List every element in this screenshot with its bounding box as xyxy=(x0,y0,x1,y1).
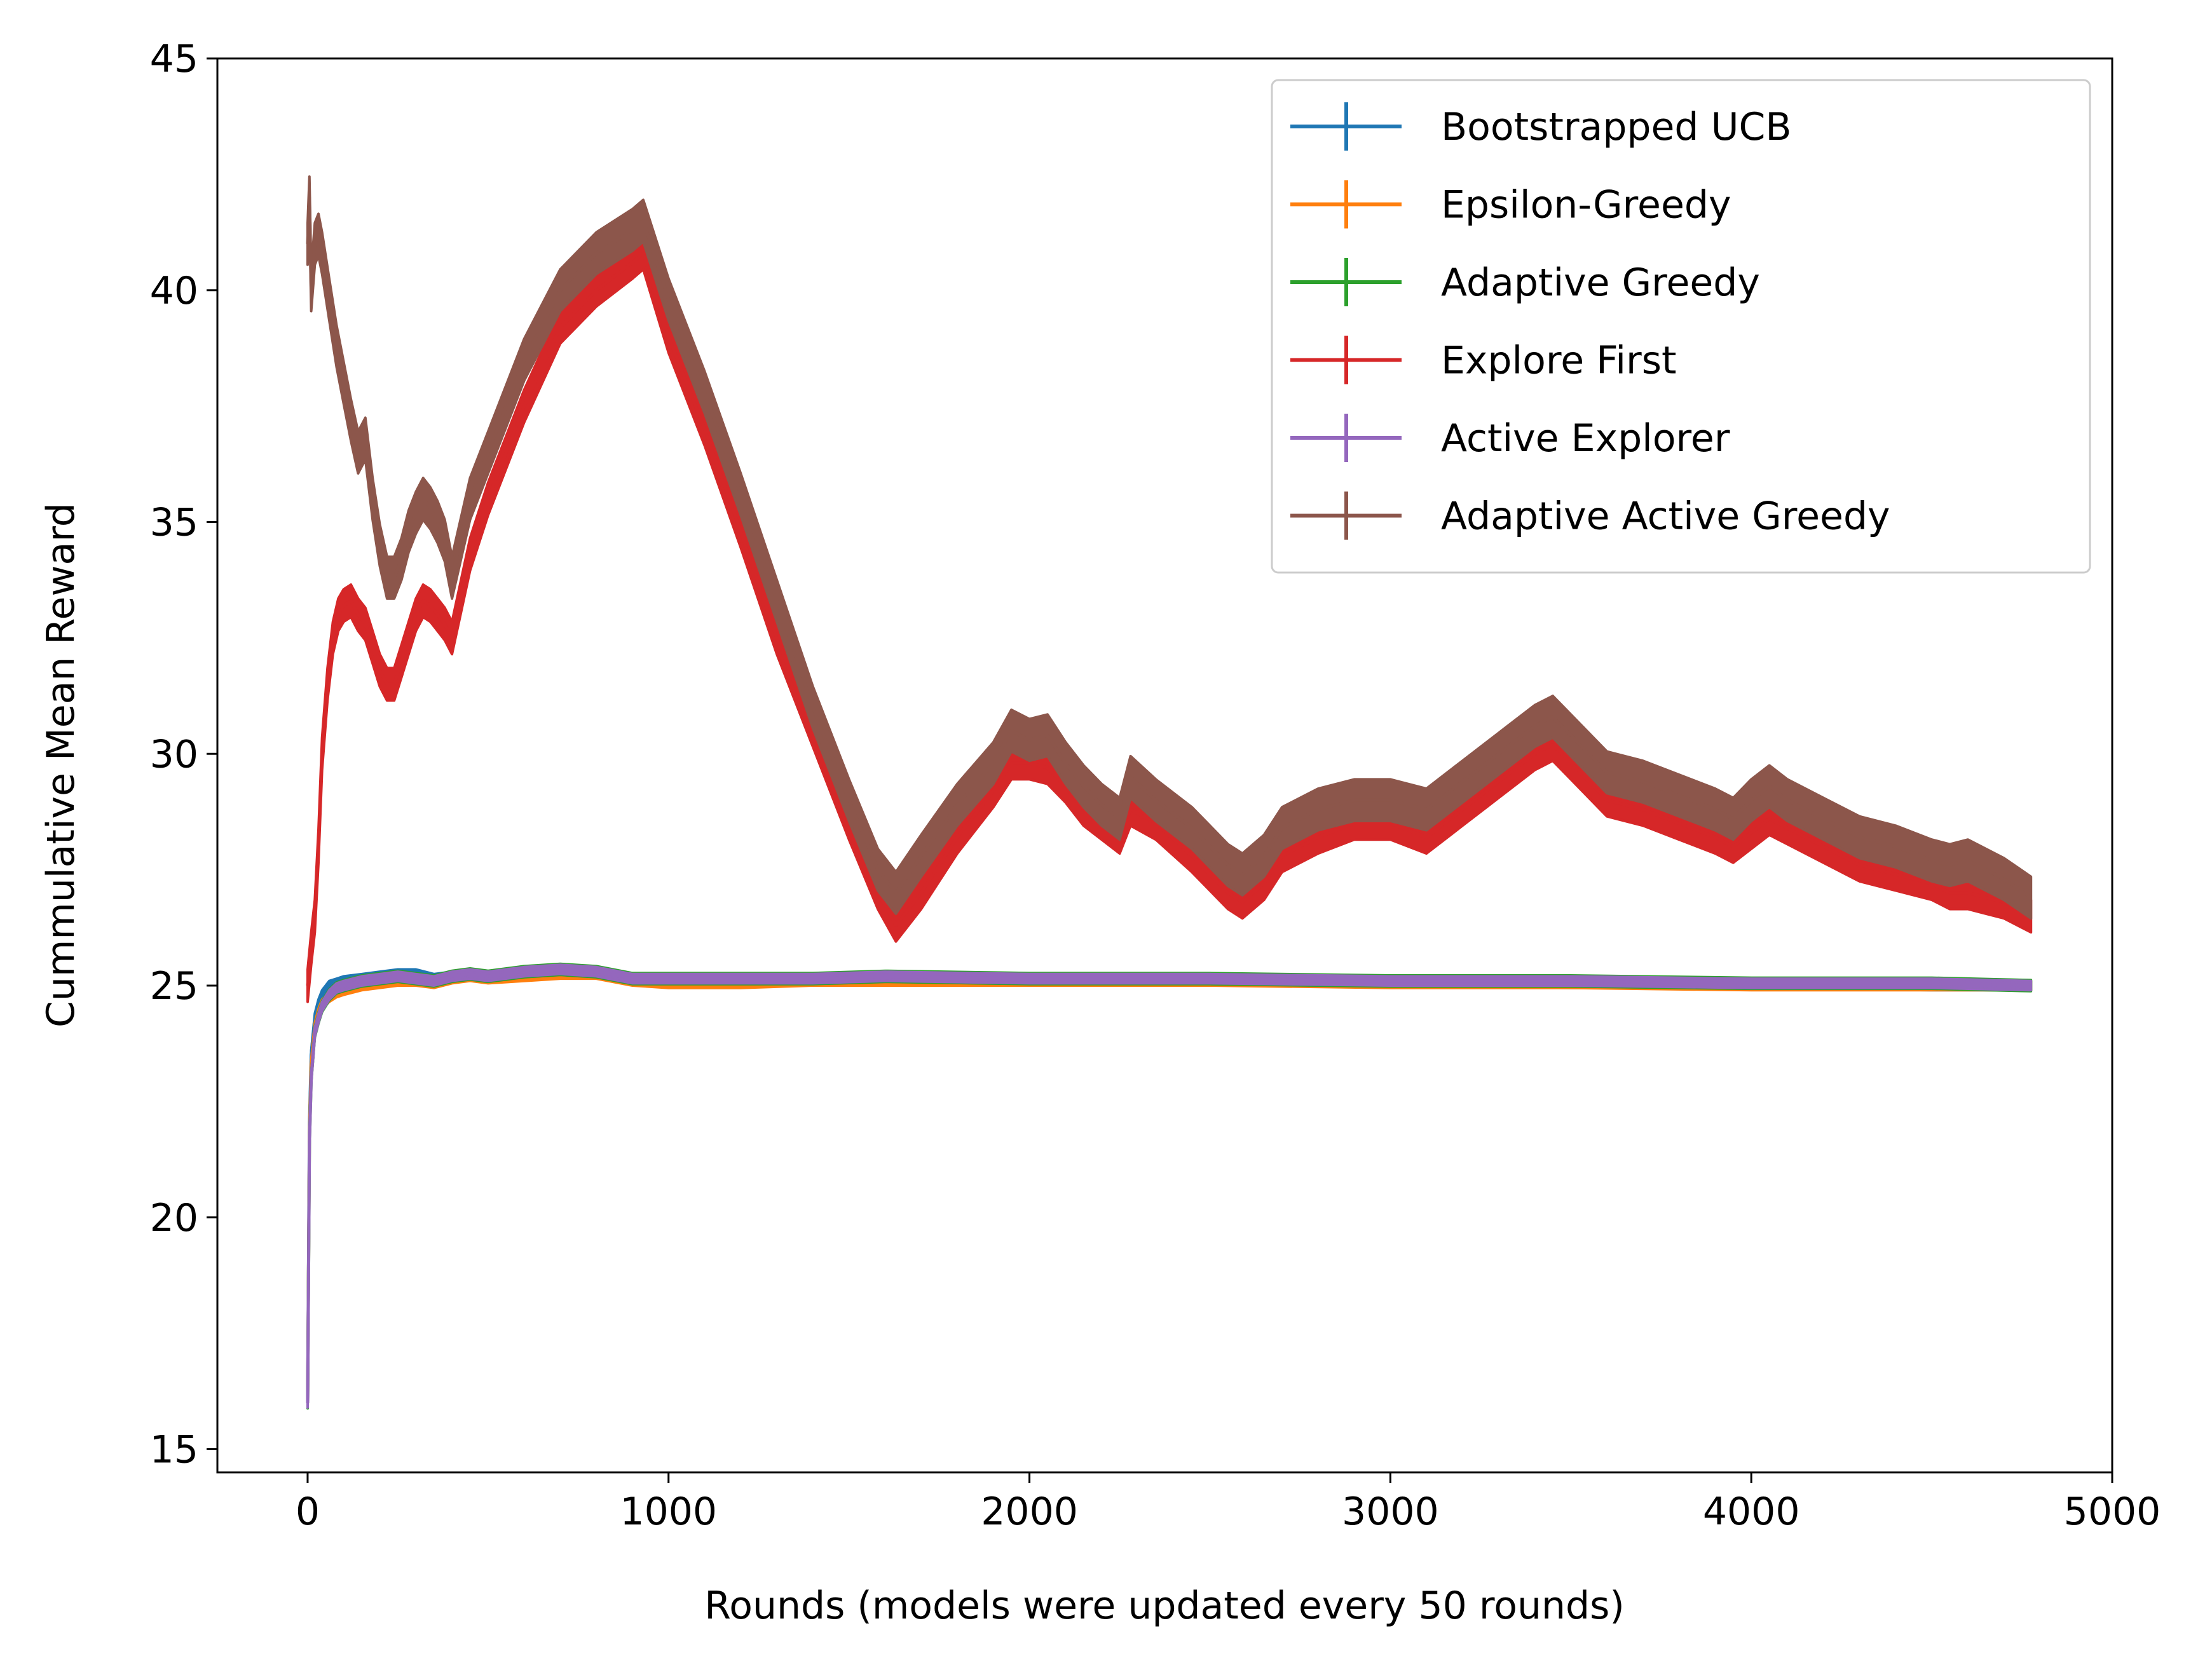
x-tick-label: 1000 xyxy=(620,1490,717,1534)
legend: Bootstrapped UCB Epsilon-Greedy Adaptive G… xyxy=(1271,79,2091,574)
y-axis: 15 20 25 30 35 40 45 xyxy=(150,37,217,1472)
series-adaptive-active-greedy xyxy=(306,175,2033,920)
x-tick-label: 5000 xyxy=(2064,1490,2161,1534)
y-tick-label: 45 xyxy=(150,37,198,81)
x-tick-label: 3000 xyxy=(1342,1490,1439,1534)
legend-box xyxy=(1271,79,2091,574)
y-axis-label: Cummulative Mean Reward xyxy=(39,503,83,1028)
x-tick-label: 4000 xyxy=(1703,1490,1800,1534)
y-tick-label: 25 xyxy=(150,964,198,1008)
legend-label: Bootstrapped UCB xyxy=(1441,105,1792,149)
legend-item-adaptive-greedy: Adaptive Greedy xyxy=(1290,258,1760,306)
series-active-explorer xyxy=(306,963,2033,1409)
legend-label: Adaptive Active Greedy xyxy=(1441,494,1890,539)
y-tick-label: 35 xyxy=(150,501,198,545)
y-tick-label: 40 xyxy=(150,269,198,313)
error-band xyxy=(306,175,2033,920)
legend-item-adaptive-active-greedy: Adaptive Active Greedy xyxy=(1290,491,1890,540)
y-tick-label: 30 xyxy=(150,732,198,777)
x-tick-label: 2000 xyxy=(981,1490,1078,1534)
series-layer xyxy=(306,175,2033,1410)
legend-label: Active Explorer xyxy=(1441,416,1730,461)
series-line xyxy=(306,251,2032,986)
error-band xyxy=(306,963,2033,1409)
x-axis: 0 1000 2000 3000 4000 5000 xyxy=(296,1472,2161,1534)
series-line xyxy=(306,968,2031,1403)
legend-label: Explore First xyxy=(1441,339,1677,383)
legend-item-epsilon-greedy: Epsilon-Greedy xyxy=(1290,180,1731,229)
legend-label: Adaptive Greedy xyxy=(1441,261,1760,305)
series-line xyxy=(306,196,2032,899)
legend-item-active-explorer: Active Explorer xyxy=(1290,414,1730,462)
y-tick-label: 20 xyxy=(150,1196,198,1240)
x-tick-label: 0 xyxy=(296,1490,320,1534)
plot-frame xyxy=(216,57,2113,1474)
plot-area xyxy=(306,175,2033,1410)
legend-label: Epsilon-Greedy xyxy=(1441,183,1731,227)
legend-item-explore-first: Explore First xyxy=(1290,336,1677,384)
x-axis-label: Rounds (models were updated every 50 rou… xyxy=(704,1584,1625,1628)
legend-item-bootstrapped-ucb: Bootstrapped UCB xyxy=(1290,102,1792,151)
y-tick-label: 15 xyxy=(150,1428,198,1472)
